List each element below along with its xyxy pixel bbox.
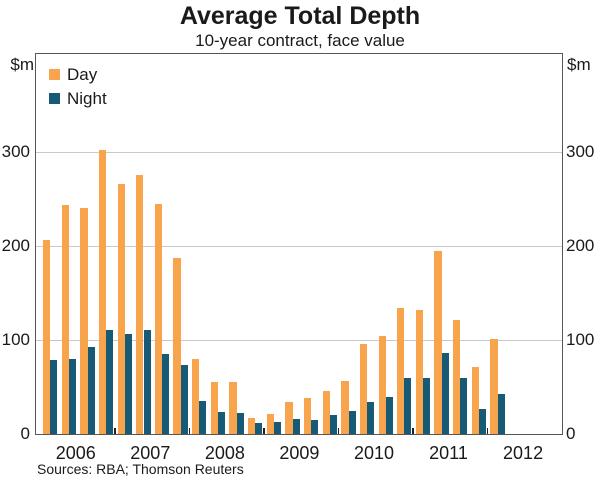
y-axis-unit-right: $m xyxy=(567,55,591,74)
y-label-left-0: 0 xyxy=(20,424,30,443)
x-label-2006: 2006 xyxy=(55,443,96,463)
bar-day-2006-q1 xyxy=(43,240,51,434)
source-note: Sources: RBA; Thomson Reuters xyxy=(37,461,244,477)
y-axis-unit-left: $m xyxy=(10,55,34,74)
legend-item-day: Day xyxy=(49,66,107,83)
y-label-left-200: 200 xyxy=(1,235,30,255)
bar-night-2012-q1 xyxy=(497,394,505,434)
bar-night-2008-q1 xyxy=(199,401,207,434)
bar-night-2010-q1 xyxy=(348,411,356,434)
bar-night-2010-q2 xyxy=(367,402,375,434)
plot-area: Day Night xyxy=(35,53,563,435)
bar-night-2008-q3 xyxy=(236,413,244,434)
x-label-2010: 2010 xyxy=(353,443,394,463)
bar-night-2011-q4 xyxy=(479,408,487,434)
bar-day-2009-q2 xyxy=(285,402,293,434)
y-label-left-300: 300 xyxy=(1,141,30,161)
bar-day-2009-q3 xyxy=(303,398,312,434)
bar-day-2011-q1 xyxy=(415,309,424,434)
legend: Day Night xyxy=(49,66,107,114)
x-label-2012: 2012 xyxy=(503,443,544,463)
bar-day-2012-q1 xyxy=(490,338,498,434)
bar-night-2009-q2 xyxy=(292,418,300,434)
night-swatch-icon xyxy=(49,93,60,104)
bar-night-2010-q4 xyxy=(404,377,412,434)
bar-night-2006-q2 xyxy=(68,358,76,434)
gridline-100 xyxy=(36,339,562,341)
bar-night-2011-q3 xyxy=(460,378,468,434)
bar-day-2007-q4 xyxy=(173,258,181,434)
bar-night-2007-q2 xyxy=(143,329,151,434)
y-label-right-0: 0 xyxy=(566,424,576,443)
bar-night-2006-q4 xyxy=(106,329,114,434)
bar-night-2007-q1 xyxy=(124,334,132,434)
bar-day-2008-q2 xyxy=(210,382,219,434)
y-label-left-100: 100 xyxy=(1,329,30,349)
bar-night-2009-q3 xyxy=(311,419,319,434)
bar-night-2009-q4 xyxy=(329,415,337,434)
gridline-200 xyxy=(36,245,562,247)
bar-day-2007-q3 xyxy=(154,204,163,434)
bar-day-2011-q2 xyxy=(434,250,442,434)
bar-night-2007-q3 xyxy=(162,354,170,434)
bar-day-2010-q3 xyxy=(378,336,386,434)
bar-day-2006-q4 xyxy=(98,149,107,434)
year-tick-2008 xyxy=(188,428,191,434)
bar-day-2007-q2 xyxy=(136,175,144,434)
chart-subtitle: 10-year contract, face value xyxy=(195,31,405,50)
bar-day-2010-q1 xyxy=(341,381,349,434)
bar-night-2011-q2 xyxy=(441,353,449,434)
bar-day-2009-q4 xyxy=(322,390,330,434)
bar-night-2007-q4 xyxy=(180,365,188,434)
bar-day-2006-q2 xyxy=(61,205,69,434)
bar-day-2009-q1 xyxy=(266,414,274,434)
x-label-2008: 2008 xyxy=(204,443,245,463)
bar-night-2008-q4 xyxy=(255,422,263,434)
bar-day-2010-q2 xyxy=(359,343,368,434)
year-tick-2007 xyxy=(114,428,116,434)
bar-night-2008-q2 xyxy=(218,412,226,434)
gridline-300 xyxy=(36,151,562,153)
bar-day-2008-q3 xyxy=(229,382,237,434)
legend-label-day: Day xyxy=(67,65,98,84)
year-tick-2010 xyxy=(337,428,340,434)
y-label-right-200: 200 xyxy=(566,235,595,255)
y-label-right-300: 300 xyxy=(566,141,595,161)
bar-day-2011-q4 xyxy=(471,367,480,434)
bar-night-2006-q1 xyxy=(50,359,58,434)
year-tick-2009 xyxy=(263,428,265,434)
bar-night-2011-q1 xyxy=(423,377,431,434)
bar-day-2006-q3 xyxy=(80,208,88,434)
x-label-2011: 2011 xyxy=(429,443,468,463)
bar-day-2008-q4 xyxy=(248,418,256,434)
year-tick-2011 xyxy=(412,428,414,434)
bar-night-2009-q1 xyxy=(273,421,281,434)
x-label-2007: 2007 xyxy=(130,443,171,463)
legend-label-night: Night xyxy=(67,89,107,108)
bar-day-2010-q4 xyxy=(397,307,405,434)
legend-item-night: Night xyxy=(49,90,107,107)
year-tick-2012 xyxy=(486,428,489,434)
bar-night-2006-q3 xyxy=(87,347,95,434)
bar-day-2008-q1 xyxy=(192,358,200,434)
y-label-right-100: 100 xyxy=(566,329,595,349)
bar-day-2011-q3 xyxy=(453,320,461,434)
day-swatch-icon xyxy=(49,69,60,80)
x-label-2009: 2009 xyxy=(279,443,320,463)
bar-day-2007-q1 xyxy=(117,183,125,434)
bar-night-2010-q3 xyxy=(385,397,393,434)
chart-title: Average Total Depth xyxy=(179,2,421,30)
